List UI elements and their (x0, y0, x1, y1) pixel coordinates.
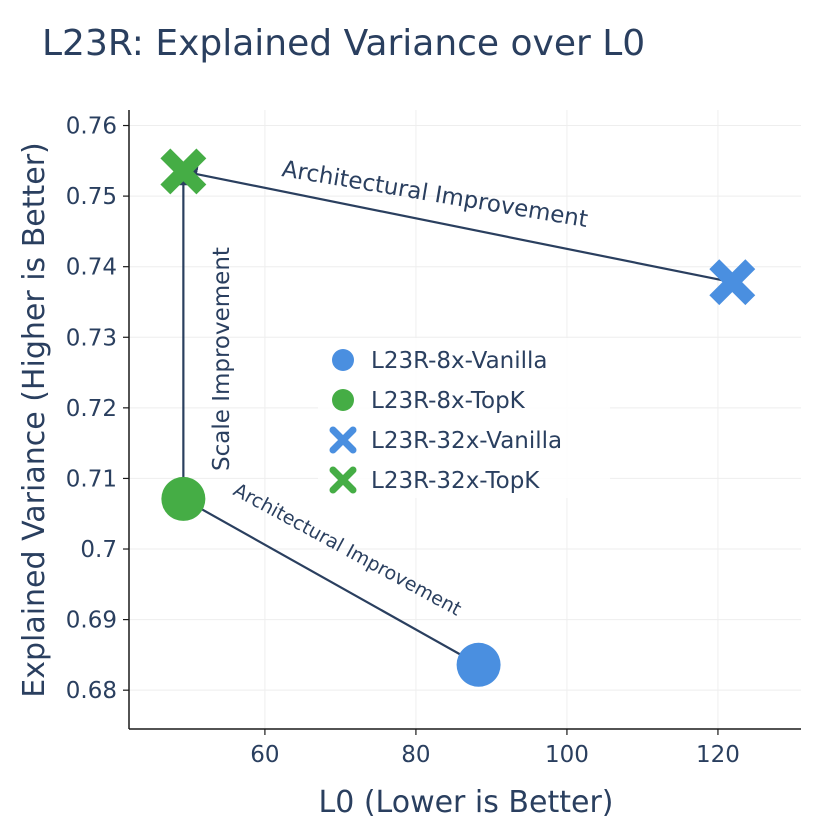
x-tick-label-2: 100 (545, 742, 589, 768)
legend-label-8x-topk: L23R-8x-TopK (371, 388, 526, 414)
axes (128, 110, 801, 730)
legend-marker-32x-topk (329, 466, 357, 494)
y-tick-label-0: 0.68 (66, 678, 117, 704)
x-tick-label-0: 60 (250, 742, 279, 768)
y-tick-label-1: 0.69 (66, 608, 117, 634)
point-l23r-8x-topk[interactable] (161, 476, 206, 521)
y-tick-label-7: 0.75 (66, 184, 117, 210)
legend-marker-8x-vanilla (332, 349, 354, 371)
tick-labels: 60 80 100 120 0.68 0.69 0.7 0.71 0.72 0.73 0.74 0.7… (66, 114, 740, 768)
legend-background (318, 338, 610, 498)
y-tick-label-2: 0.7 (80, 537, 117, 563)
point-l23r-32x-topk[interactable] (160, 148, 207, 195)
legend-item-32x-topk[interactable]: L23R-32x-TopK (329, 466, 540, 494)
y-tick-label-6: 0.74 (66, 255, 117, 281)
y-tick-label-4: 0.72 (66, 396, 117, 422)
legend-marker-8x-topk (332, 389, 354, 411)
y-axis-title: Explained Variance (Higher is Better) (17, 142, 52, 698)
legend-item-32x-vanilla[interactable]: L23R-32x-Vanilla (329, 426, 562, 454)
data-points (160, 148, 756, 687)
legend-item-8x-topk[interactable]: L23R-8x-TopK (332, 388, 526, 414)
annotation-arrow-2 (182, 497, 480, 666)
point-l23r-32x-vanilla[interactable] (709, 259, 756, 306)
x-axis-title: L0 (Lower is Better) (318, 785, 613, 820)
legend-label-32x-vanilla: L23R-32x-Vanilla (371, 428, 562, 454)
y-tick-label-8: 0.76 (66, 114, 117, 140)
annotation-arrow-0 (181, 166, 733, 284)
legend-label-8x-vanilla: L23R-8x-Vanilla (371, 348, 548, 374)
x-tick-label-1: 80 (401, 742, 430, 768)
legend-label-32x-topk: L23R-32x-TopK (371, 468, 540, 494)
y-tick-label-5: 0.73 (66, 325, 117, 351)
annotation-scale-improvement: Scale Improvement (209, 247, 235, 471)
legend-item-8x-vanilla[interactable]: L23R-8x-Vanilla (332, 348, 548, 374)
legend-marker-32x-vanilla (329, 426, 357, 454)
legend: L23R-8x-Vanilla L23R-8x-TopK L23R-32x-Va… (318, 338, 610, 498)
x-tick-label-3: 120 (696, 742, 740, 768)
grid (129, 110, 801, 729)
chart-title: L23R: Explained Variance over L0 (42, 23, 645, 64)
annotation-arrows (175, 166, 733, 666)
y-tick-label-3: 0.71 (66, 466, 117, 492)
point-l23r-8x-vanilla[interactable] (456, 642, 501, 687)
